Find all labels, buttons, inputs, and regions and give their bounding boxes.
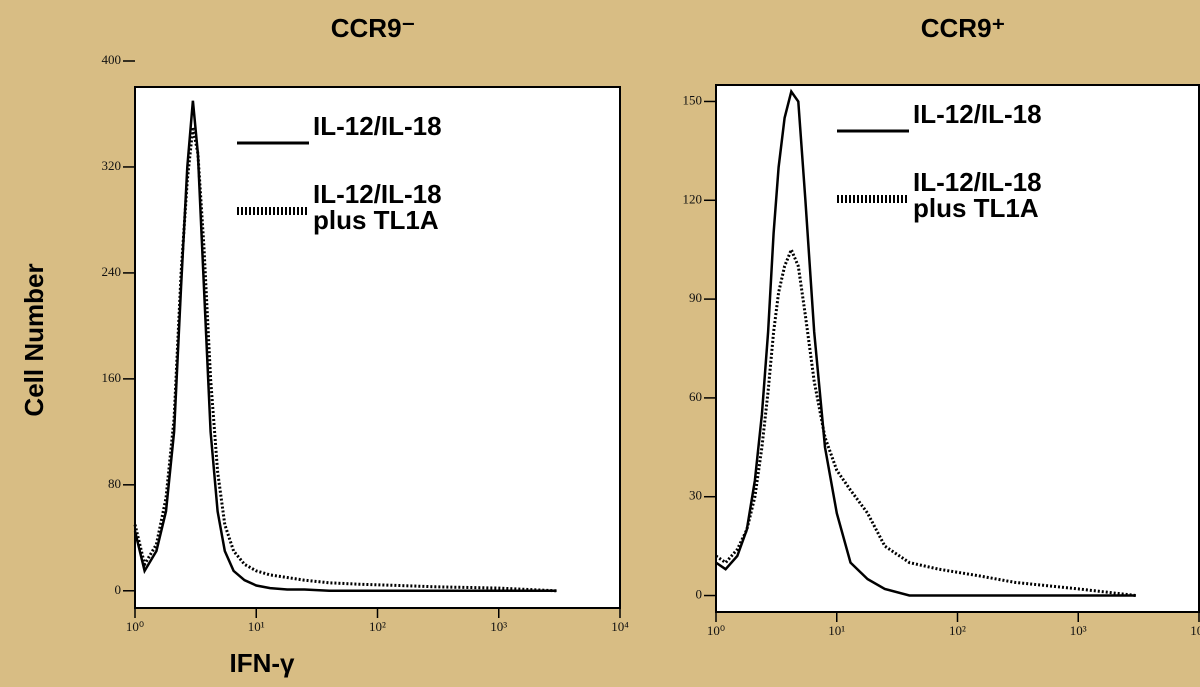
chart-title: CCR9⁻ (331, 13, 416, 43)
y-tick-label: 160 (102, 370, 122, 385)
y-tick-label: 30 (689, 488, 702, 503)
histogram-line (133, 100, 557, 593)
x-tick-label: 10⁰ (126, 619, 144, 634)
x-tick-label: 10¹ (828, 623, 845, 638)
x-tick-label: 10² (369, 619, 386, 634)
y-tick-label: 60 (689, 389, 702, 404)
histogram-line (133, 126, 557, 593)
y-tick-label: 320 (102, 158, 122, 173)
x-tick-label: 10⁴ (611, 619, 629, 634)
x-tick-label: 10⁴ (1190, 623, 1200, 638)
chart-title: CCR9⁺ (921, 13, 1006, 43)
y-tick-label: 120 (683, 191, 703, 206)
legend-label: IL-12/IL-18 plus TL1A (913, 167, 1042, 223)
y-tick-label: 150 (683, 92, 703, 107)
x-tick-label: 10² (949, 623, 966, 638)
y-axis-label: Cell Number (19, 263, 49, 416)
x-tick-label: 10³ (1070, 623, 1087, 638)
legend-label: IL-12/IL-18 (313, 111, 442, 141)
x-axis-label: IFN-γ (230, 648, 296, 678)
y-tick-label: 400 (102, 52, 122, 67)
legend-label: IL-12/IL-18 plus TL1A (313, 179, 442, 235)
legend-label: IL-12/IL-18 (913, 99, 1042, 129)
plot-area (715, 84, 1200, 613)
x-tick-label: 10⁰ (707, 623, 725, 638)
plot-area (134, 86, 621, 609)
y-tick-label: 80 (108, 476, 121, 491)
y-tick-label: 0 (115, 582, 122, 597)
x-tick-label: 10¹ (248, 619, 265, 634)
histogram-line (715, 245, 1137, 597)
histogram-line (715, 88, 1136, 597)
y-tick-label: 240 (102, 264, 122, 279)
x-tick-label: 10³ (490, 619, 507, 634)
y-tick-label: 0 (696, 587, 703, 602)
y-tick-label: 90 (689, 290, 702, 305)
